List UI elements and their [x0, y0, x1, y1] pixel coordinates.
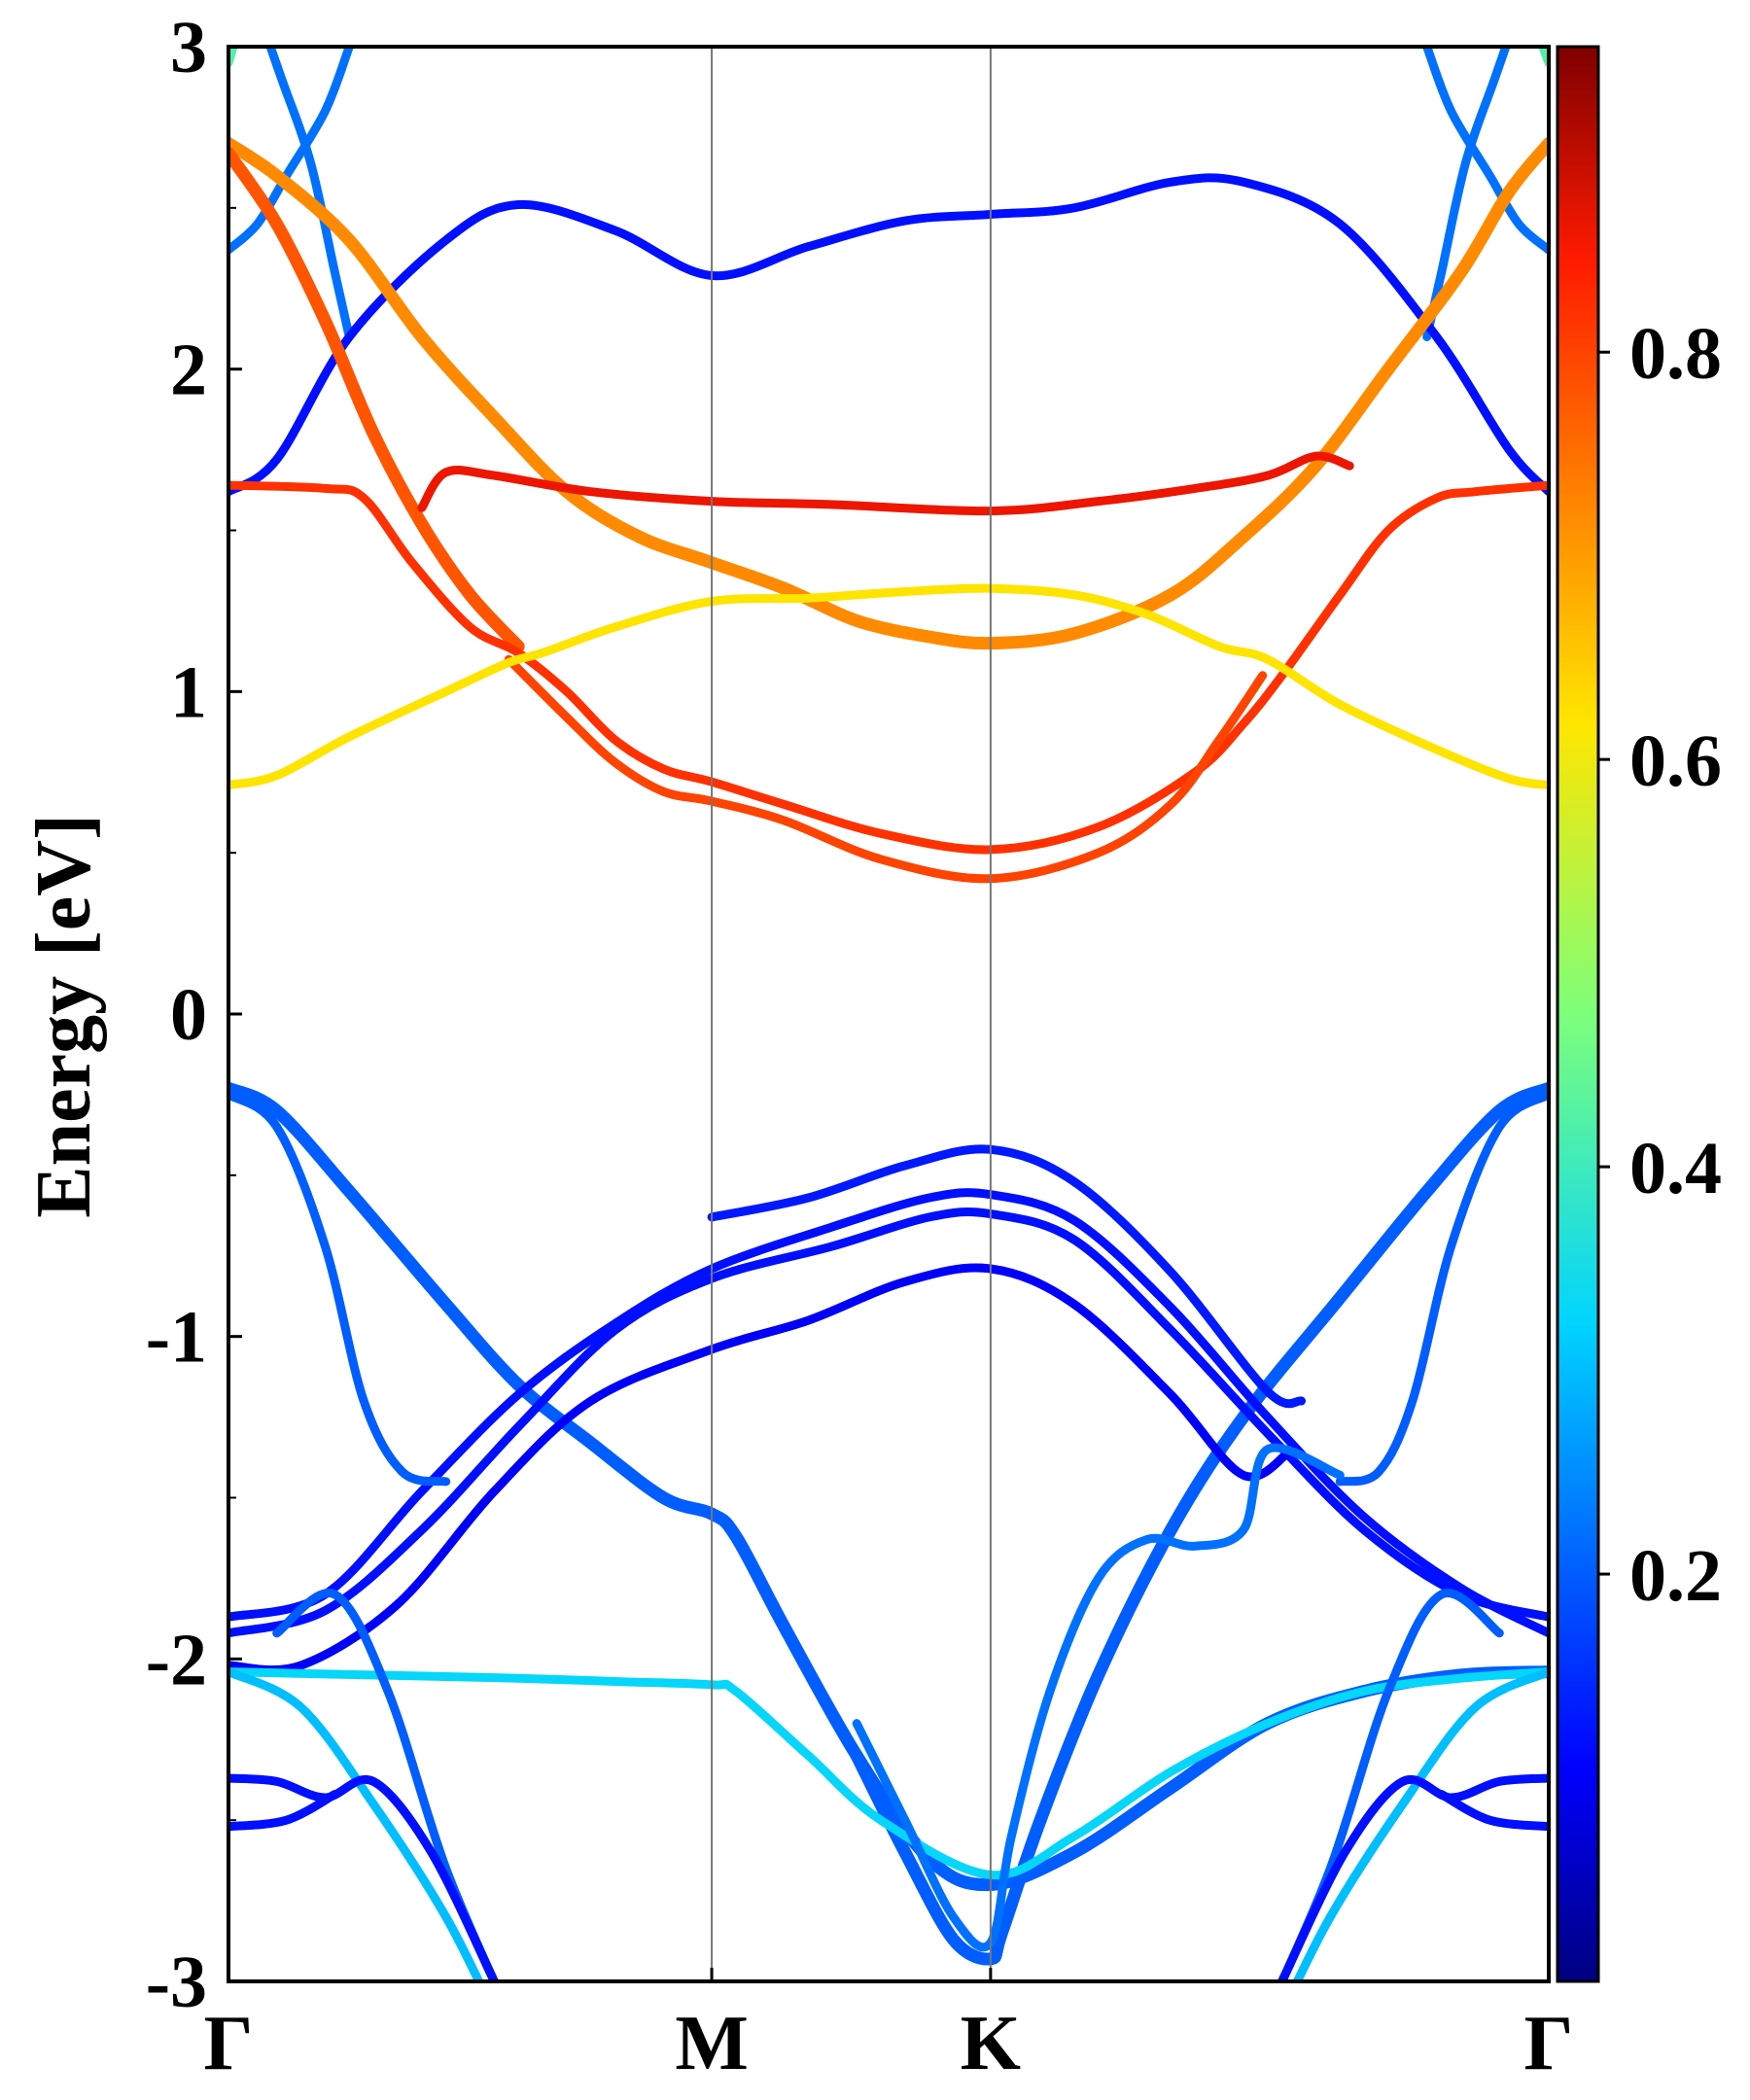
- band-line-8: [228, 147, 525, 653]
- colorbar-tick-label: 0.2: [1629, 1535, 1722, 1617]
- band-line-26: [228, 1773, 499, 1981]
- colorbar-tick-label: 0.6: [1629, 720, 1722, 802]
- x-tick-label: M: [675, 2001, 749, 2086]
- band-line-22: [228, 1667, 484, 1981]
- band-line-12: [228, 583, 1549, 789]
- band-line-11: [417, 451, 1354, 516]
- band-line-20: [1335, 1090, 1549, 1487]
- y-tick-label: -2: [146, 1619, 207, 1700]
- band-line-7: [228, 137, 1549, 650]
- band-line-3: [1538, 47, 1549, 68]
- band-line-0: [265, 47, 354, 341]
- band-line-19: [228, 1090, 451, 1487]
- y-tick-label: 2: [170, 330, 207, 411]
- band-line-5: [1422, 47, 1549, 255]
- band-line-2: [228, 47, 238, 68]
- y-tick-label: -3: [146, 1942, 207, 2023]
- band-line-27: [228, 1790, 339, 1832]
- band-line-23: [1292, 1667, 1549, 1981]
- band-line-28: [1278, 1773, 1549, 1981]
- colorbar-ticks: 0.2 0.4 0.6 0.8: [1598, 313, 1722, 1617]
- band-line-1: [1422, 47, 1511, 341]
- x-tick-label: K: [961, 2001, 1021, 2086]
- band-lines: [228, 47, 1549, 1981]
- y-axis-label: Energy [eV]: [21, 814, 107, 1217]
- band-line-14: [850, 1081, 1549, 1966]
- band-line-15: [228, 1208, 1549, 1638]
- band-line-6: [228, 173, 1549, 497]
- colorbar-tick-label: 0.4: [1629, 1128, 1722, 1209]
- colorbar: [1556, 45, 1600, 1983]
- high-symmetry-lines: [711, 47, 992, 1981]
- y-tick-label: 1: [170, 651, 207, 733]
- colorbar-tick-label: 0.8: [1629, 313, 1722, 395]
- band-line-30: [852, 1443, 1345, 1952]
- y-tick-label: 3: [170, 7, 207, 88]
- y-axis-ticks: 3 2 1 0 -1 -2 -3: [146, 7, 242, 2023]
- band-line-18: [707, 1144, 1306, 1409]
- band-line-16: [228, 1188, 1549, 1638]
- band-line-10: [504, 654, 1268, 884]
- y-tick-label: -1: [146, 1297, 207, 1379]
- x-tick-label: Γ: [204, 2001, 254, 2086]
- band-line-29: [1437, 1790, 1549, 1832]
- band-line-9: [228, 480, 1549, 855]
- band-line-21: [228, 1667, 1549, 1880]
- y-tick-label: 0: [170, 974, 207, 1056]
- band-line-17: [228, 1263, 1297, 1675]
- x-tick-label: Γ: [1524, 2001, 1574, 2086]
